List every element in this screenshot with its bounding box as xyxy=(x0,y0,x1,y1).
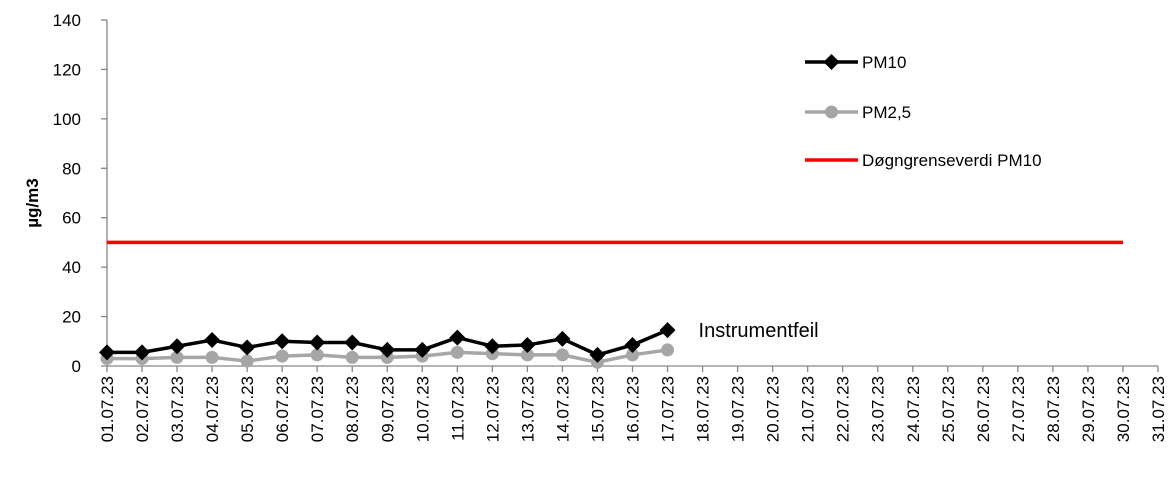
x-tick-label: 16.07.23 xyxy=(624,376,643,442)
x-tick-label: 15.07.23 xyxy=(588,376,607,442)
legend-item: PM10 xyxy=(805,53,906,72)
x-tick-label: 10.07.23 xyxy=(413,376,432,442)
legend: PM10 PM2,5 Døgngrenseverdi PM10 xyxy=(805,53,1042,170)
data-point xyxy=(449,329,466,346)
data-point xyxy=(134,344,151,361)
x-tick-label: 08.07.23 xyxy=(343,376,362,442)
data-point xyxy=(204,332,221,349)
x-tick-label: 18.07.23 xyxy=(694,376,713,442)
data-point xyxy=(275,349,289,363)
y-tick-label: 120 xyxy=(53,60,81,79)
legend-marker xyxy=(825,105,838,119)
data-point xyxy=(555,348,569,362)
x-tick-label: 27.07.23 xyxy=(1009,376,1028,442)
legend-item: Døgngrenseverdi PM10 xyxy=(805,151,1042,170)
x-tick-label: 25.07.23 xyxy=(939,376,958,442)
x-tick-label: 23.07.23 xyxy=(869,376,888,442)
x-tick-label: 09.07.23 xyxy=(378,376,397,442)
data-point xyxy=(274,333,291,350)
x-tick-label: 29.07.23 xyxy=(1079,376,1098,442)
legend-label: Døgngrenseverdi PM10 xyxy=(862,151,1042,170)
data-point xyxy=(626,348,639,362)
data-point xyxy=(240,354,254,368)
y-tick-label: 60 xyxy=(62,209,81,228)
y-tick-label: 20 xyxy=(62,308,81,327)
x-tick-label: 06.07.23 xyxy=(273,376,292,442)
annotation-instrumentfeil: Instrumentfeil xyxy=(699,320,819,342)
x-tick-label: 01.07.23 xyxy=(98,376,117,442)
data-point xyxy=(484,338,501,355)
x-tick-label: 05.07.23 xyxy=(238,376,257,442)
data-point xyxy=(310,348,324,362)
data-point xyxy=(170,350,184,364)
x-tick-label: 19.07.23 xyxy=(729,376,748,442)
data-point xyxy=(239,339,256,356)
data-point xyxy=(309,334,326,351)
y-tick-label: 0 xyxy=(72,357,81,376)
data-point xyxy=(205,350,219,364)
x-tick-label: 13.07.23 xyxy=(518,376,537,442)
y-tick-label: 80 xyxy=(62,159,81,178)
x-tick-label: 20.07.23 xyxy=(764,376,783,442)
y-tick-labels: 0 20 40 60 80 100 120 140 xyxy=(53,11,81,376)
y-tick-label: 140 xyxy=(53,11,81,30)
data-point xyxy=(450,345,464,359)
legend-label: PM10 xyxy=(862,53,906,72)
series-pm10 xyxy=(99,322,676,363)
x-tick-label: 04.07.23 xyxy=(203,376,222,442)
x-tick-label: 02.07.23 xyxy=(133,376,152,442)
y-tick-label: 40 xyxy=(62,258,81,277)
x-tick-label: 24.07.23 xyxy=(904,376,923,442)
data-point xyxy=(624,336,641,353)
data-point xyxy=(379,341,396,358)
y-axis-label: µg/m3 xyxy=(23,178,42,227)
x-tick-label: 17.07.23 xyxy=(659,376,678,442)
data-point xyxy=(414,341,431,358)
axes xyxy=(101,19,1159,372)
legend-marker xyxy=(823,54,840,70)
legend-label: PM2,5 xyxy=(862,103,911,122)
x-tick-label: 22.07.23 xyxy=(834,376,853,442)
x-tick-label: 14.07.23 xyxy=(553,376,572,442)
x-tick-label: 12.07.23 xyxy=(483,376,502,442)
data-point xyxy=(520,348,534,362)
x-tick-label: 21.07.23 xyxy=(799,376,818,442)
x-tick-labels: 01.07.23 02.07.23 03.07.23 04.07.23 05.07.23… xyxy=(98,376,1168,442)
data-point xyxy=(661,343,675,357)
y-tick-label: 100 xyxy=(53,110,81,129)
x-tick-label: 30.07.23 xyxy=(1114,376,1133,442)
legend-item: PM2,5 xyxy=(805,103,911,122)
data-point xyxy=(169,338,186,355)
x-tick-label: 03.07.23 xyxy=(168,376,187,442)
x-tick-label: 11.07.23 xyxy=(448,376,467,441)
data-point xyxy=(589,346,606,363)
series-layer xyxy=(99,240,1123,369)
x-tick-label: 28.07.23 xyxy=(1044,376,1063,442)
x-tick-label: 07.07.23 xyxy=(308,376,327,442)
data-point xyxy=(344,334,361,351)
data-point xyxy=(659,322,676,339)
data-point xyxy=(519,336,536,353)
x-tick-label: 26.07.23 xyxy=(974,376,993,442)
data-point xyxy=(554,330,571,347)
data-point xyxy=(99,344,115,361)
data-point xyxy=(345,350,359,364)
x-tick-label: 31.07.23 xyxy=(1149,376,1168,442)
